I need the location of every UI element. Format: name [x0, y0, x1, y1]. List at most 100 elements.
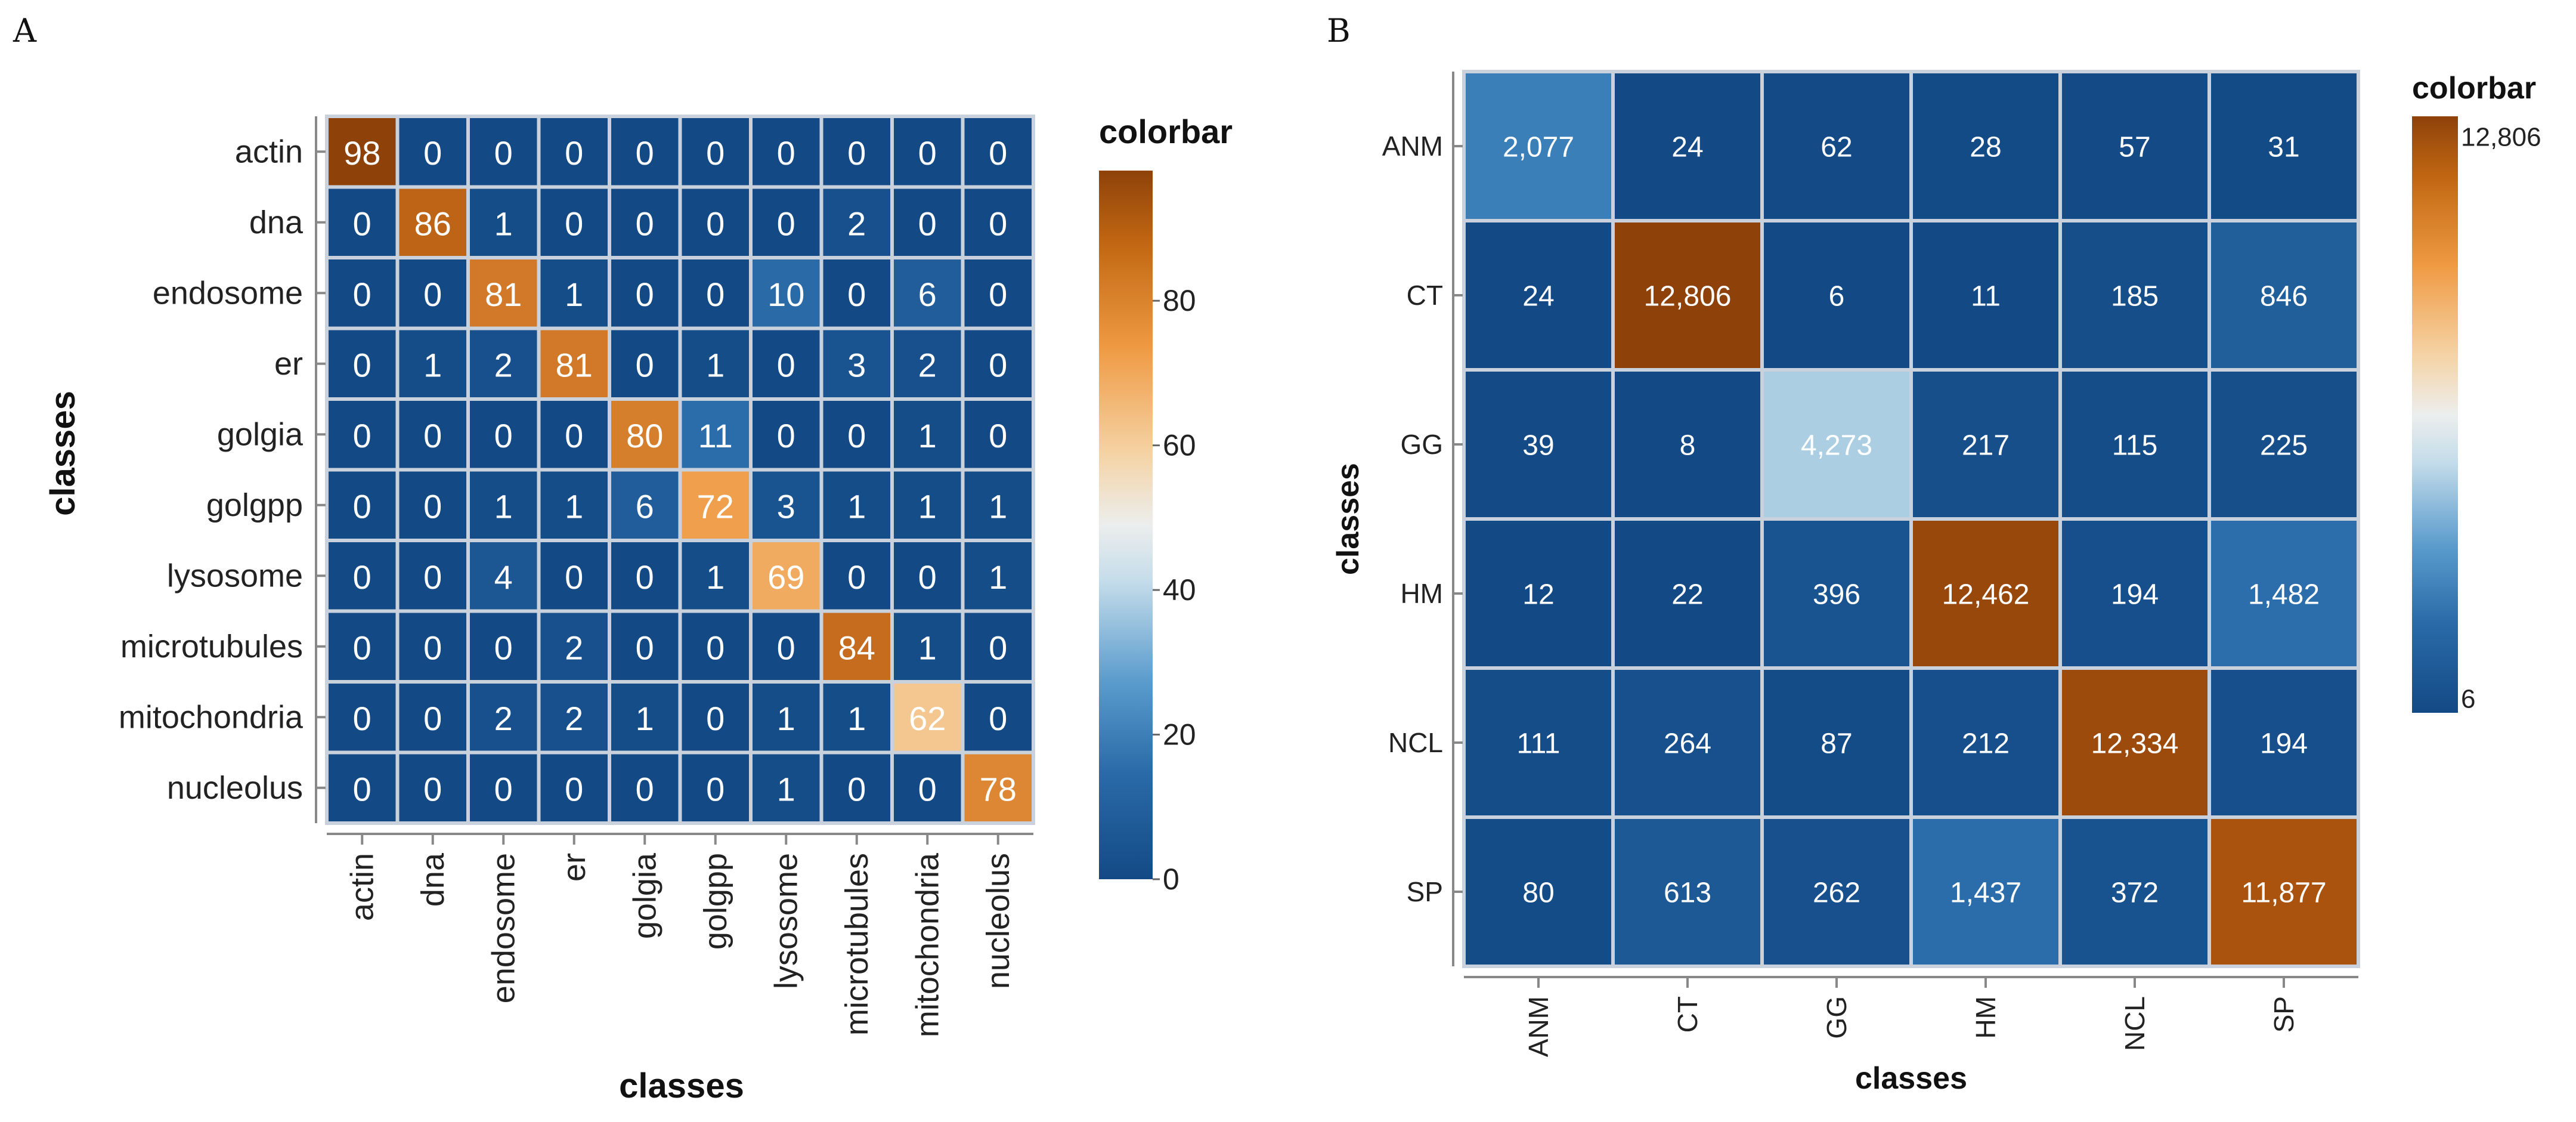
y-tick-label: CT [1407, 280, 1443, 311]
cell-value-label: 1 [423, 346, 442, 384]
y-tick-label: nucleolus [167, 770, 303, 806]
cell-value-label: 24 [1522, 281, 1554, 313]
cell-value-label: 0 [353, 346, 371, 384]
cell-value-label: 0 [423, 417, 442, 455]
cell-value-label: 0 [423, 629, 442, 666]
cell-value-label: 1 [494, 487, 513, 525]
y-tick-labels-b: ANM CT GG HM NCL SP [1382, 72, 1463, 966]
heatmap-cell [2058, 70, 2211, 222]
colorbar-title-a: colorbar [1099, 113, 1233, 150]
cell-value-label: 194 [2260, 728, 2308, 760]
cell-value-label: 31 [2268, 132, 2299, 163]
heatmap-cell [2058, 219, 2211, 372]
colorbar-a: colorbar 0 20 40 60 80 [1099, 113, 1233, 896]
x-tick-label: lysosome [768, 853, 804, 989]
heatmap-cell [608, 468, 682, 542]
cell-value-label: 0 [989, 629, 1007, 666]
cell-value-label: 1 [494, 205, 513, 242]
colorbar-tick-label: 40 [1163, 573, 1196, 607]
cell-value-label: 0 [565, 558, 583, 596]
heatmap-cell [678, 326, 753, 401]
cell-value-label: 2 [494, 700, 513, 737]
heatmap-cell [961, 397, 1035, 472]
colorbar-tick-label: 12,806 [2461, 123, 2541, 152]
heatmap-cell [819, 609, 894, 684]
heatmap-cell [1909, 815, 2062, 968]
heatmap-cell [395, 680, 470, 755]
heatmap-cell [537, 750, 611, 825]
y-tick-label: actin [235, 134, 303, 169]
heatmap-cell [961, 539, 1035, 613]
heatmap-panel-a: 98 0 0 0 0 0 0 0 0 00 86 1 0 0 0 0 2 0 00 0 81 1 0 0 10 0 6 00 1 2 81 0… [44, 115, 1035, 1105]
cell-value-label: 0 [847, 417, 866, 455]
heatmap-cell [1760, 517, 1913, 670]
x-tick-label: SP [2268, 996, 2299, 1033]
cell-value-label: 0 [636, 205, 654, 242]
cell-value-label: 0 [423, 134, 442, 172]
heatmap-cell [537, 468, 611, 542]
heatmap-cell [1760, 70, 1913, 222]
heatmap-cell [1909, 219, 2062, 372]
heatmap-cell [890, 256, 965, 330]
x-tick-label: er [556, 853, 592, 882]
heatmap-cell [2207, 815, 2360, 968]
cell-value-label: 262 [1813, 877, 1860, 909]
cell-value-label: 0 [423, 770, 442, 808]
cell-value-label: 57 [2119, 132, 2150, 163]
heatmap-cell [325, 468, 400, 542]
cell-value-label: 194 [2111, 579, 2159, 611]
cell-value-label: 98 [343, 134, 380, 172]
cell-value-label: 0 [353, 417, 371, 455]
heatmap-cell [537, 609, 611, 684]
y-tick-label: HM [1400, 578, 1443, 609]
heatmap-cell [1909, 666, 2062, 819]
heatmap-cell [1611, 666, 1764, 819]
x-axis-title-b: classes [1855, 1061, 1967, 1096]
heatmap-cell [961, 609, 1035, 684]
heatmap-cell [749, 750, 823, 825]
x-tick-label: dna [415, 852, 451, 907]
heatmap-cell [678, 750, 753, 825]
x-tick-labels-b: ANM CT GG HM NCL SP [1464, 976, 2358, 1057]
cell-value-label: 217 [1962, 430, 2010, 462]
x-tick-label: golgia [627, 852, 662, 939]
cell-value-label: 11,877 [2241, 877, 2326, 909]
cell-value-label: 2 [565, 700, 583, 737]
x-tick-label: HM [1970, 996, 2001, 1039]
heatmap-cell [1760, 368, 1913, 521]
cell-value-label: 80 [1522, 877, 1554, 909]
colorbar-tick-label: 20 [1163, 718, 1196, 752]
cell-value-label: 0 [706, 629, 724, 666]
cell-value-label: 0 [706, 205, 724, 242]
cell-value-label: 0 [918, 134, 937, 172]
cell-value-label: 0 [918, 558, 937, 596]
cell-value-label: 2,077 [1503, 132, 1574, 163]
y-tick-label: lysosome [167, 558, 303, 594]
cell-value-label: 12,806 [1644, 281, 1732, 313]
heatmap-cell [749, 256, 823, 330]
cell-value-label: 0 [565, 134, 583, 172]
heatmap-cell [890, 680, 965, 755]
heatmap-cells-b: 2,077 24 62 28 57 31 24 12,806 6 11 185 846 39 8 4,273… [1462, 70, 2360, 968]
cell-value-label: 11 [1971, 281, 2001, 313]
cell-value-label: 2 [565, 629, 583, 666]
cell-value-label: 0 [494, 770, 513, 808]
heatmap-cell [325, 539, 400, 613]
heatmap-cell [2058, 815, 2211, 968]
cell-value-label: 0 [565, 205, 583, 242]
heatmap-cell [890, 609, 965, 684]
cell-value-label: 1 [918, 417, 937, 455]
heatmap-cell [537, 539, 611, 613]
heatmap-cell [1462, 815, 1615, 968]
cell-value-label: 264 [1664, 728, 1711, 760]
heatmap-cell [1760, 666, 1913, 819]
cell-value-label: 0 [636, 558, 654, 596]
heatmap-cell [325, 326, 400, 401]
x-tick-label: actin [344, 853, 380, 921]
y-tick-label: golgpp [206, 487, 303, 523]
heatmap-cells-a: 98 0 0 0 0 0 0 0 0 00 86 1 0 0 0 0 2 0 00 0 81 1 0 0 10 0 6 00 1 2 81 0… [325, 115, 1035, 825]
cell-value-label: 4 [494, 558, 513, 596]
cell-value-label: 0 [565, 417, 583, 455]
colorbar-ticks-b: 6 12,806 [2461, 123, 2541, 714]
